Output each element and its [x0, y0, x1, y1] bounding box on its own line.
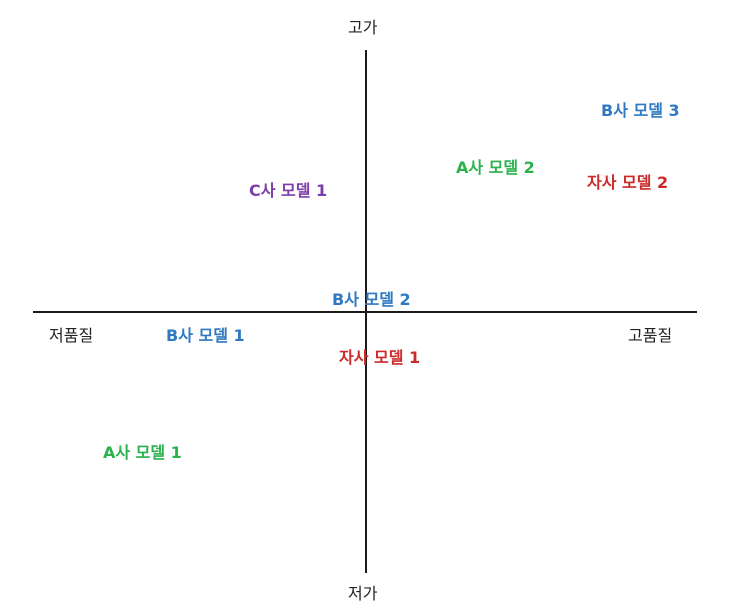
axis-label-high-quality: 고품질	[628, 326, 673, 345]
model-label-c-1: C사 모델 1	[249, 181, 328, 200]
model-label-b-1: B사 모델 1	[166, 326, 245, 345]
model-label-own-2: 자사 모델 2	[587, 173, 669, 192]
model-label-own-1: 자사 모델 1	[339, 348, 421, 367]
model-label-a-1: A사 모델 1	[103, 443, 182, 462]
model-label-a-2: A사 모델 2	[456, 158, 535, 177]
model-label-b-2: B사 모델 2	[332, 290, 411, 309]
model-label-b-3: B사 모델 3	[601, 101, 680, 120]
price-axis-line	[365, 50, 367, 573]
axis-label-low-price: 저가	[348, 584, 378, 603]
axis-label-high-price: 고가	[348, 18, 378, 37]
axis-label-low-quality: 저품질	[49, 326, 94, 345]
